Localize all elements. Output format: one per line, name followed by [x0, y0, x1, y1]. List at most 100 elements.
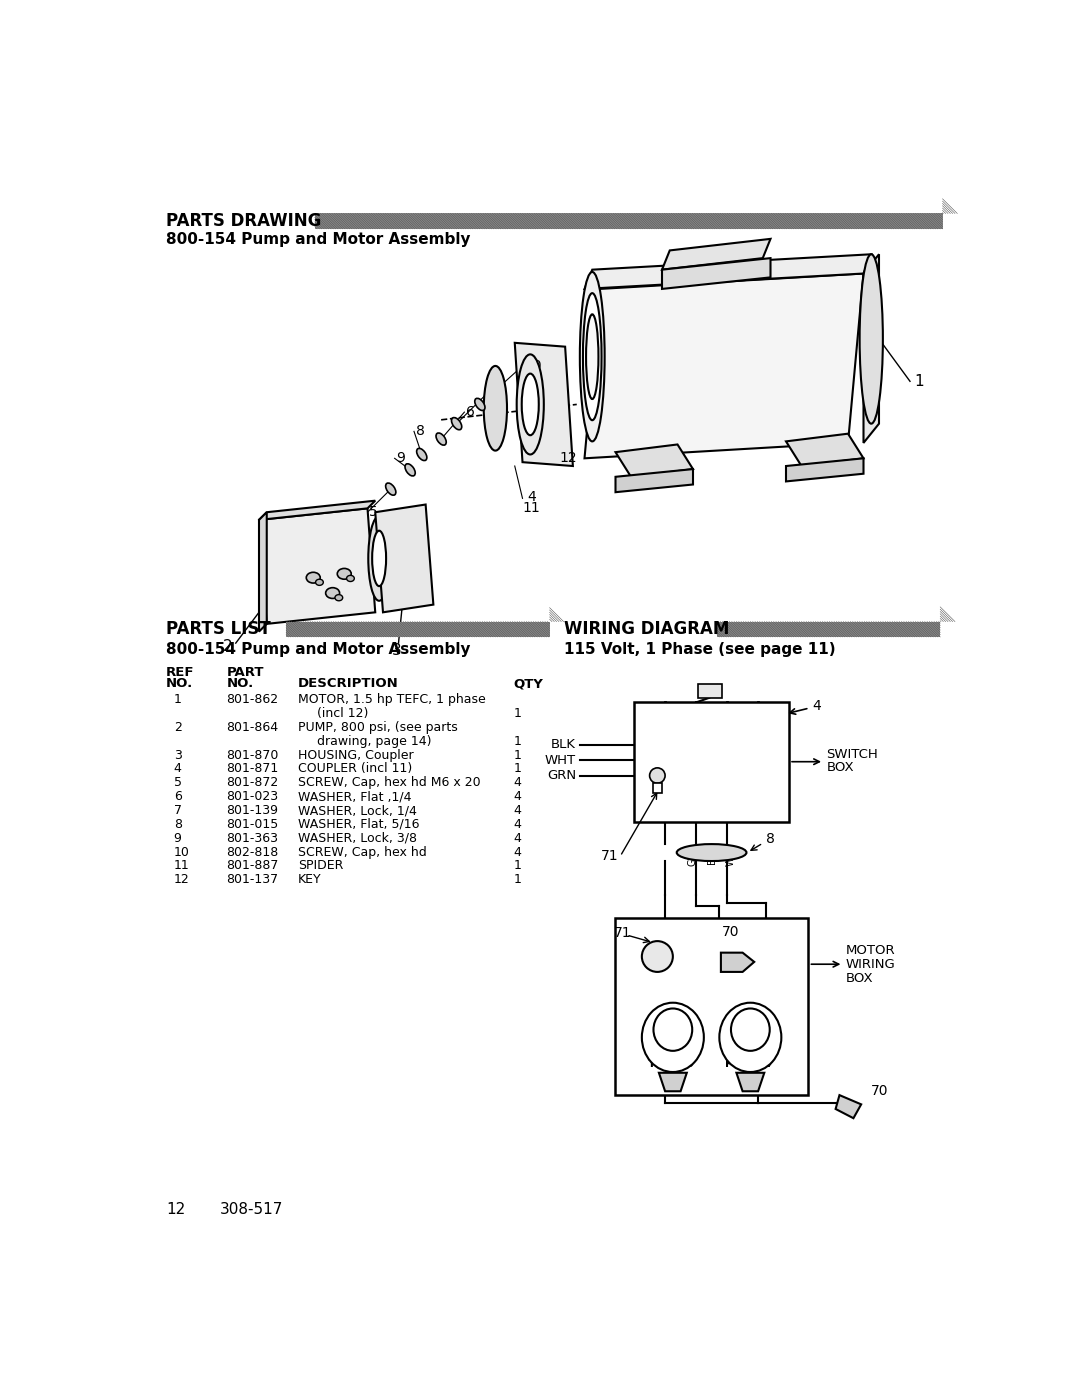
Text: 801-870: 801-870 — [227, 749, 279, 761]
Text: 801-871: 801-871 — [227, 762, 279, 776]
Text: 12: 12 — [559, 452, 578, 465]
Polygon shape — [786, 434, 864, 465]
Text: 1: 1 — [914, 374, 923, 389]
Bar — [314, 214, 943, 229]
Text: T5: T5 — [648, 1059, 663, 1069]
Ellipse shape — [719, 1003, 781, 1072]
Text: COUPLER (incl 11): COUPLER (incl 11) — [298, 762, 411, 776]
Text: 800-154 Pump and Motor Assembly: 800-154 Pump and Motor Assembly — [166, 232, 471, 247]
Text: 801-864: 801-864 — [227, 721, 279, 733]
Ellipse shape — [405, 464, 415, 476]
Text: GRN: GRN — [546, 769, 576, 782]
Text: T2: T2 — [742, 1023, 758, 1036]
Polygon shape — [584, 254, 872, 289]
Text: 308-517: 308-517 — [220, 1201, 284, 1217]
Ellipse shape — [583, 293, 602, 420]
Text: PART: PART — [227, 666, 264, 679]
Text: 11: 11 — [523, 501, 541, 515]
Text: 1: 1 — [513, 873, 521, 887]
Text: drawing, page 14): drawing, page 14) — [318, 735, 432, 747]
Text: 4: 4 — [789, 699, 821, 714]
Text: KEY: KEY — [298, 873, 322, 887]
Text: 7: 7 — [174, 804, 181, 818]
Ellipse shape — [315, 579, 323, 586]
Text: 2: 2 — [174, 721, 181, 733]
Text: 4: 4 — [513, 818, 521, 831]
Bar — [699, 684, 721, 697]
Bar — [652, 783, 662, 793]
Ellipse shape — [653, 1008, 692, 1051]
Text: MOTOR, 1.5 hp TEFC, 1 phase: MOTOR, 1.5 hp TEFC, 1 phase — [298, 693, 486, 706]
Text: 801-015: 801-015 — [227, 818, 279, 831]
Text: MOTOR: MOTOR — [846, 943, 895, 957]
Polygon shape — [786, 458, 864, 482]
Text: 1: 1 — [513, 735, 521, 747]
Text: NO.: NO. — [227, 677, 254, 690]
Text: WASHER, Flat ,1/4: WASHER, Flat ,1/4 — [298, 790, 411, 804]
Polygon shape — [836, 1095, 861, 1119]
Text: 4: 4 — [513, 845, 521, 859]
Polygon shape — [259, 501, 375, 519]
Text: 12: 12 — [166, 1201, 186, 1217]
Ellipse shape — [860, 254, 882, 424]
Text: 802-818: 802-818 — [227, 845, 279, 859]
Text: 9: 9 — [396, 452, 405, 465]
Text: 8: 8 — [416, 424, 424, 438]
Text: WASHER, Lock, 1/4: WASHER, Lock, 1/4 — [298, 804, 417, 818]
Text: T3: T3 — [664, 1023, 681, 1036]
Ellipse shape — [368, 516, 390, 601]
Ellipse shape — [337, 569, 351, 579]
Text: 115 Volt, 1 Phase (see page 11): 115 Volt, 1 Phase (see page 11) — [565, 642, 836, 657]
Polygon shape — [737, 1073, 765, 1091]
Text: 9: 9 — [174, 831, 181, 845]
Text: T8: T8 — [679, 1059, 694, 1069]
Bar — [615, 918, 809, 1095]
Text: 4: 4 — [513, 804, 521, 818]
Text: BLK: BLK — [706, 845, 717, 865]
Ellipse shape — [649, 768, 665, 783]
Text: QTY: QTY — [513, 677, 543, 690]
Text: PUMP, 800 psi, (see parts: PUMP, 800 psi, (see parts — [298, 721, 458, 733]
Text: 1: 1 — [174, 693, 181, 706]
Text: 10: 10 — [524, 359, 542, 373]
Ellipse shape — [586, 315, 598, 399]
Text: 8: 8 — [751, 831, 774, 851]
Polygon shape — [659, 1073, 687, 1091]
Text: WASHER, Flat, 5/16: WASHER, Flat, 5/16 — [298, 818, 419, 831]
Text: 7: 7 — [494, 383, 502, 396]
Text: T4: T4 — [756, 1059, 772, 1069]
Ellipse shape — [417, 449, 427, 460]
Text: 6: 6 — [465, 405, 475, 418]
Text: 801-139: 801-139 — [227, 804, 279, 818]
Ellipse shape — [386, 483, 396, 496]
Text: SCREW, Cap, hex hd: SCREW, Cap, hex hd — [298, 845, 427, 859]
Text: 4: 4 — [513, 790, 521, 804]
Text: 4: 4 — [513, 776, 521, 790]
Polygon shape — [375, 504, 433, 612]
Ellipse shape — [347, 576, 354, 581]
Text: BLK: BLK — [551, 739, 576, 751]
Polygon shape — [259, 512, 267, 631]
Ellipse shape — [642, 1003, 704, 1072]
Text: 6: 6 — [174, 790, 181, 804]
Polygon shape — [259, 508, 375, 624]
Text: P2: P2 — [726, 1059, 741, 1069]
Text: 1: 1 — [513, 707, 521, 720]
Ellipse shape — [516, 355, 544, 454]
Text: BOX: BOX — [826, 761, 854, 775]
Ellipse shape — [475, 398, 485, 410]
Ellipse shape — [326, 588, 339, 598]
Text: SWITCH: SWITCH — [826, 747, 878, 761]
Ellipse shape — [677, 844, 746, 860]
Text: 801-872: 801-872 — [227, 776, 279, 790]
Text: GRN: GRN — [687, 844, 698, 866]
Ellipse shape — [307, 572, 321, 583]
Polygon shape — [662, 239, 770, 269]
Text: 1: 1 — [513, 749, 521, 761]
Text: 801-023: 801-023 — [227, 790, 279, 804]
Text: NO.: NO. — [166, 677, 193, 690]
Bar — [717, 621, 941, 637]
Ellipse shape — [580, 272, 605, 442]
Text: 801-363: 801-363 — [227, 831, 279, 845]
Text: BOX: BOX — [846, 972, 874, 985]
